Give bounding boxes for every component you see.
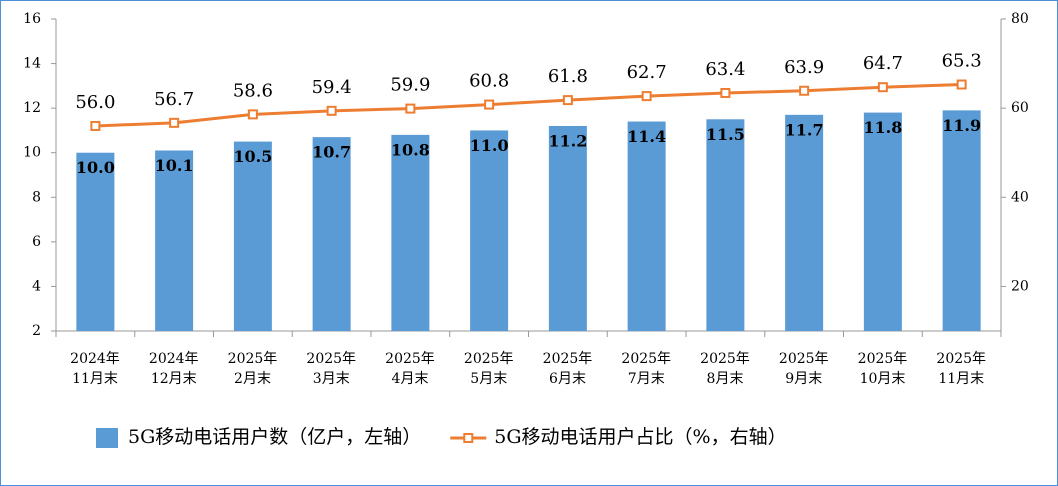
x-tick-label: 2025年 4月末 (385, 351, 435, 387)
x-tick-label: 2024年 11月末 (70, 351, 120, 387)
y-tick-label: 14 (23, 56, 41, 72)
line-value-label: 64.7 (863, 53, 903, 74)
x-tick-label: 2025年 3月末 (306, 351, 357, 387)
line-marker (641, 91, 652, 102)
y-tick-label: 2 (32, 323, 41, 339)
legend-swatch-marker (463, 433, 474, 443)
line-marker (562, 95, 573, 106)
bar (312, 137, 351, 331)
bar-value-label: 11.9 (942, 116, 981, 135)
line-value-label: 56.7 (154, 89, 194, 110)
line-value-label: 59.9 (390, 75, 430, 96)
bar (627, 121, 666, 331)
x-tick-label: 2025年 2月末 (227, 351, 278, 387)
line-marker (405, 103, 416, 114)
bar-value-label: 10.1 (155, 156, 194, 175)
bar-value-label: 11.2 (548, 131, 587, 150)
bar-value-label: 11.8 (863, 118, 902, 137)
y-tick-label: 6 (32, 234, 41, 250)
bar-value-label: 10.7 (312, 143, 351, 162)
line-marker (956, 79, 967, 90)
bar-value-label: 11.7 (785, 120, 824, 139)
line-value-label: 58.6 (233, 80, 273, 101)
line-marker (169, 117, 180, 128)
line-marker (326, 105, 337, 116)
bar-value-label: 11.4 (627, 127, 666, 146)
legend-label: 5G移动电话用户占比（%，右轴） (494, 426, 786, 448)
line-value-label: 63.9 (784, 57, 824, 78)
bar (942, 110, 981, 331)
line-value-label: 59.4 (312, 77, 352, 98)
bar (706, 119, 745, 332)
y2-tick-label: 20 (1011, 278, 1029, 294)
bar (391, 134, 430, 331)
y2-tick-label: 60 (1011, 100, 1029, 116)
line (95, 83, 962, 128)
bar-value-label: 10.8 (391, 140, 430, 159)
x-tick-label: 2025年 9月末 (778, 351, 829, 387)
bar-value-label: 11.5 (706, 125, 745, 144)
x-tick-label: 2025年 5月末 (463, 351, 514, 387)
y-tick-label: 12 (23, 100, 41, 116)
y-tick-label: 10 (23, 145, 41, 161)
y2-tick-label: 40 (1011, 189, 1029, 205)
bar-value-label: 11.0 (470, 136, 509, 155)
bar (155, 150, 194, 331)
line-marker (484, 99, 495, 110)
line-marker (720, 87, 731, 98)
line-marker (799, 85, 810, 96)
line-value-label: 62.7 (627, 62, 667, 83)
x-tick-label: 2025年 6月末 (542, 351, 593, 387)
bar (548, 125, 587, 331)
bar (233, 141, 272, 331)
line-value-label: 65.3 (942, 51, 982, 72)
y-tick-label: 4 (32, 278, 41, 294)
bar (785, 114, 824, 331)
x-tick-label: 2025年 10月末 (857, 351, 908, 387)
line-value-label: 60.8 (469, 71, 509, 92)
line-value-label: 63.4 (705, 59, 745, 80)
x-tick-label: 2025年 8月末 (700, 351, 750, 387)
y-tick-label: 16 (23, 11, 41, 27)
legend-swatch (96, 428, 118, 448)
x-tick-label: 2025年 11月末 (936, 351, 987, 387)
bar-value-label: 10.5 (233, 147, 272, 166)
bar (76, 152, 115, 331)
x-tick-label: 2025年 7月末 (621, 351, 672, 387)
bar (863, 112, 902, 331)
line-marker (90, 120, 101, 131)
line-value-label: 61.8 (548, 66, 588, 87)
line-value-label: 56.0 (75, 92, 115, 113)
bar-value-label: 10.0 (76, 158, 115, 177)
line-marker (247, 109, 258, 120)
legend-label: 5G移动电话用户数（亿户，左轴） (128, 426, 421, 448)
line-marker (877, 82, 888, 93)
y2-tick-label: 80 (1011, 11, 1029, 27)
x-tick-label: 2024年 12月末 (148, 351, 199, 387)
y-tick-label: 8 (32, 189, 41, 205)
bar (470, 130, 509, 331)
